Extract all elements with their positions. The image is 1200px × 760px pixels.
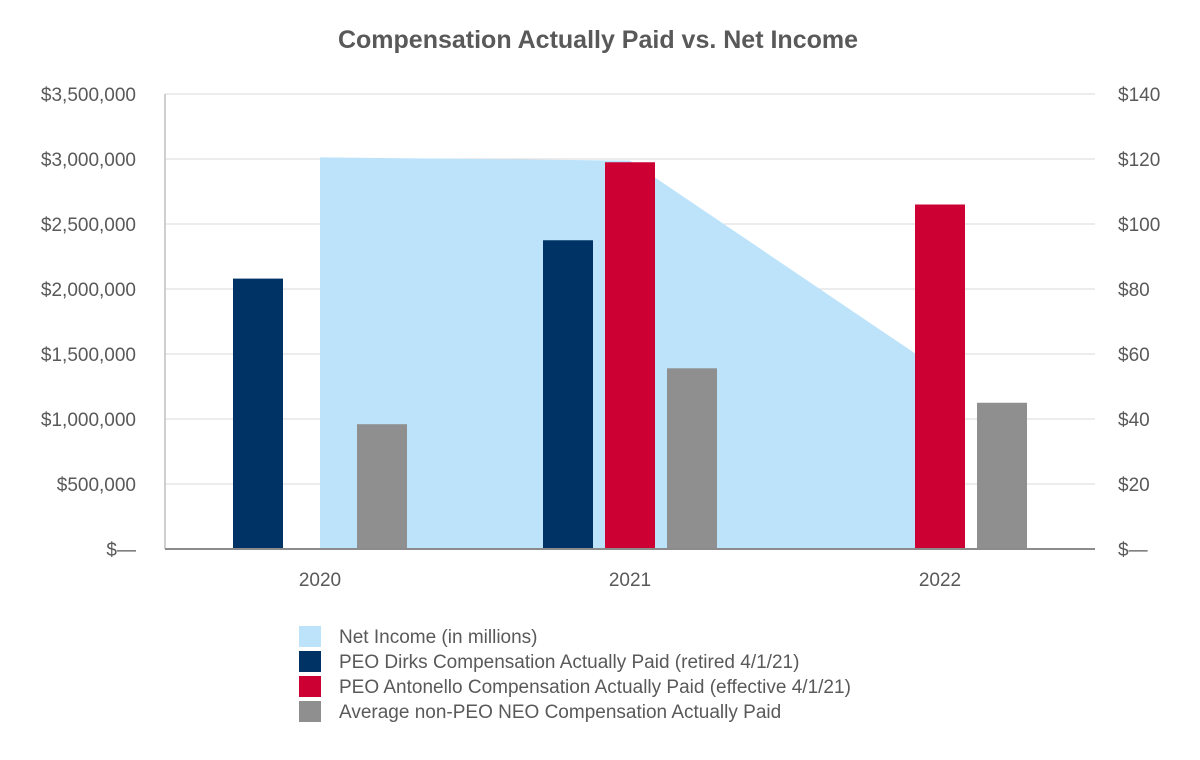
legend-swatch <box>299 676 321 697</box>
bar-antonello-2021 <box>605 162 655 549</box>
legend-label: PEO Antonello Compensation Actually Paid… <box>339 677 851 698</box>
left-tick-label: $1,500,000 <box>41 345 136 366</box>
bar-dirks-2021 <box>543 240 593 549</box>
left-tick-label: $1,000,000 <box>41 410 136 431</box>
left-tick-label: $3,000,000 <box>41 150 136 171</box>
x-tick-label: 2020 <box>299 570 341 591</box>
legend-swatch <box>299 701 321 722</box>
left-tick-label: $— <box>106 540 136 561</box>
left-tick-label: $2,500,000 <box>41 215 136 236</box>
right-tick-label: $40 <box>1118 410 1150 431</box>
legend: Net Income (in millions) PEO Dirks Compen… <box>299 626 851 723</box>
right-tick-label: $140 <box>1118 85 1160 106</box>
left-tick-label: $2,000,000 <box>41 280 136 301</box>
left-tick-label: $3,500,000 <box>41 85 136 106</box>
right-tick-label: $80 <box>1118 280 1150 301</box>
bar-non-peo-2021 <box>667 368 717 549</box>
x-tick-label: 2021 <box>609 570 651 591</box>
x-tick-label: 2022 <box>919 570 961 591</box>
right-tick-label: $20 <box>1118 475 1150 496</box>
legend-label: Average non-PEO NEO Compensation Actuall… <box>339 702 781 723</box>
legend-swatch <box>299 651 321 672</box>
legend-swatch <box>299 626 321 647</box>
legend-label: PEO Dirks Compensation Actually Paid (re… <box>339 652 799 673</box>
chart-title: Compensation Actually Paid vs. Net Incom… <box>338 26 858 54</box>
bar-non-peo-2022 <box>977 402 1027 549</box>
right-tick-label: $120 <box>1118 150 1160 171</box>
left-tick-label: $500,000 <box>57 475 136 496</box>
right-tick-label: $— <box>1118 540 1148 561</box>
right-tick-label: $100 <box>1118 215 1160 236</box>
axes: $— $500,000 $1,000,000 $1,500,000 $2,000,000… <box>41 85 1160 591</box>
bar-dirks-2020 <box>233 278 283 549</box>
bar-antonello-2022 <box>915 204 965 549</box>
bar-non-peo-2020 <box>357 424 407 549</box>
right-tick-label: $60 <box>1118 345 1150 366</box>
bars <box>233 162 1027 549</box>
legend-label: Net Income (in millions) <box>339 627 538 648</box>
